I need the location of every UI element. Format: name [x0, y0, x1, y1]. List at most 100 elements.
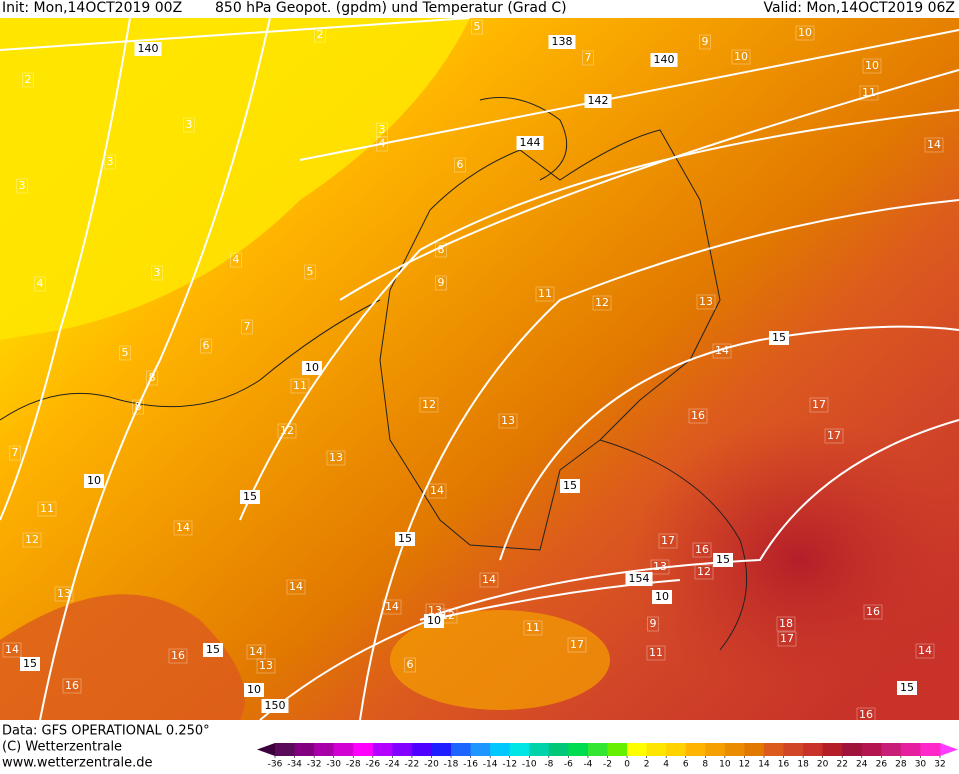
label-box: [183, 117, 195, 133]
colorbar-segment: [763, 743, 785, 756]
cold-region: [0, 18, 470, 340]
label-box: [9, 445, 21, 461]
label-box: [646, 645, 666, 661]
colorbar-segment: [881, 743, 902, 756]
label-box: [2, 642, 22, 658]
height-label: 15: [206, 643, 220, 656]
temperature-label: 6: [203, 339, 210, 352]
header-init: Init: Mon,14OCT2019 00Z: [2, 0, 182, 16]
isoline: [299, 29, 959, 161]
temperature-label: 16: [859, 708, 873, 721]
label-box: [20, 657, 40, 671]
temperature-label: 18: [779, 617, 793, 630]
colorbar-tick-label: -28: [346, 760, 361, 770]
temperature-label: 11: [538, 287, 552, 300]
temperature-label: 5: [122, 346, 129, 359]
colorbar-segment: [803, 743, 824, 756]
colorbar-tick-label: 30: [915, 760, 927, 770]
temperature-label: 6: [407, 658, 414, 671]
label-box: [560, 479, 580, 493]
label-box: [151, 265, 163, 281]
temperature-label: 16: [65, 679, 79, 692]
label-box: [382, 599, 402, 615]
label-box: [435, 275, 447, 291]
temperature-label: 4: [233, 253, 240, 266]
temperature-label: 13: [57, 587, 71, 600]
label-box: [694, 564, 714, 580]
temperature-label: 9: [650, 617, 657, 630]
colorbar-tick-label: -24: [385, 760, 400, 770]
temperature-label: 3: [19, 179, 26, 192]
header-title: 850 hPa Geopot. (gpdm) und Temperatur (G…: [215, 0, 567, 16]
label-box: [173, 520, 193, 536]
height-label: 15: [900, 681, 914, 694]
colorbar-tick-label: 4: [663, 760, 669, 770]
label-box: [692, 542, 712, 558]
label-box: [777, 631, 797, 647]
colorbar-tick-label: 26: [876, 760, 888, 770]
temperature-label: 17: [661, 534, 675, 547]
colorbar-tick-label: 28: [895, 760, 907, 770]
temperature-label: 11: [40, 502, 54, 515]
label-box: [246, 644, 266, 660]
temperature-label: 14: [289, 580, 303, 593]
colorbar-segment: [861, 743, 882, 756]
label-box: [168, 648, 188, 664]
label-box: [863, 604, 883, 620]
temperature-label: 16: [866, 605, 880, 618]
colorbar-segment: [587, 743, 608, 756]
label-box: [256, 658, 276, 674]
colorbar-tick-label: -32: [307, 760, 322, 770]
colorbar-segment: [822, 743, 843, 756]
temperature-label: 7: [12, 446, 19, 459]
colorbar-segment: [411, 743, 432, 756]
height-label: 15: [772, 331, 786, 344]
temperature-label: 16: [695, 543, 709, 556]
temperature-label: 4: [379, 137, 386, 150]
temperature-label: 10: [865, 59, 879, 72]
label-box: [859, 85, 879, 101]
label-box: [304, 264, 316, 280]
height-label: 142: [588, 94, 609, 107]
temperature-label: 13: [653, 560, 667, 573]
temperature-label: 16: [171, 649, 185, 662]
label-box: [404, 657, 416, 673]
height-label: 140: [138, 42, 159, 55]
header-valid: Valid: Mon,14OCT2019 06Z: [763, 0, 955, 16]
height-label: 138: [552, 35, 573, 48]
colorbar-segment: [509, 743, 530, 756]
label-box: [647, 616, 659, 632]
alpine-region: [390, 610, 610, 710]
label-box: [471, 19, 483, 35]
temperature-label: 14: [430, 484, 444, 497]
temperature-label: 7: [585, 51, 592, 64]
label-box: [104, 154, 116, 170]
label-box: [535, 286, 555, 302]
label-box: [302, 361, 322, 375]
colorbar-tick-label: -36: [268, 760, 283, 770]
colorbar-tick-label: 32: [934, 760, 945, 770]
label-box: [731, 49, 751, 65]
label-box: [592, 295, 612, 311]
colorbar-tick-label: -4: [583, 760, 592, 770]
label-box: [795, 25, 815, 41]
isoline: [239, 109, 959, 521]
colorbar: -36 -34 -32 -30 -28 -26 -24 -22 -20 -18 -16 -14 -12-…: [257, 743, 958, 770]
temperature-label: 3: [186, 118, 193, 131]
label-box: [454, 157, 466, 173]
temperature-label: 13: [699, 295, 713, 308]
temperature-label: 4: [37, 277, 44, 290]
temperature-label: 8: [149, 371, 156, 384]
coastline: [0, 299, 381, 421]
height-label: 15: [398, 532, 412, 545]
colorbar-tick-label: 16: [778, 760, 790, 770]
colorbar-segment: [353, 743, 374, 756]
colorbar-tick-label: -22: [405, 760, 420, 770]
label-box: [34, 276, 46, 292]
colorbar-tick-label: 12: [739, 760, 750, 770]
label-box: [650, 53, 678, 67]
colorbar-segment: [744, 743, 765, 756]
label-box: [314, 27, 326, 43]
colorbar-segment: [568, 743, 589, 756]
temperature-label: 3: [107, 155, 114, 168]
